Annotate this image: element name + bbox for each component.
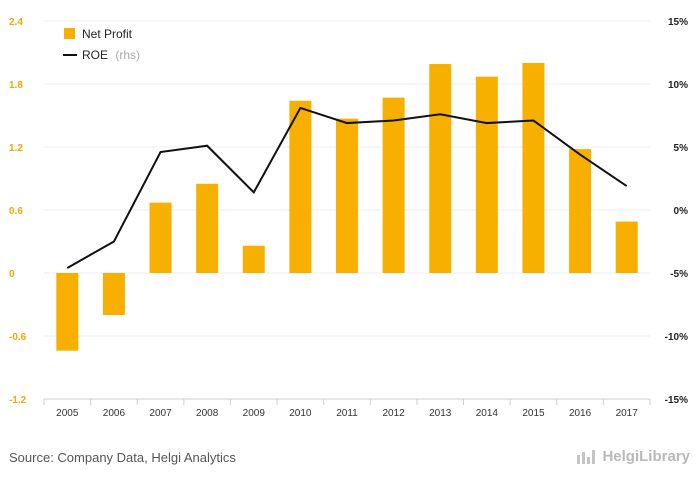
x-tick-label: 2005 [56,408,79,419]
bar-2007 [149,202,172,273]
brand-name: HelgiLibrary [602,448,690,465]
left-tick-label: 2.4 [9,17,23,28]
bar-2015 [522,63,545,273]
brand-logo: HelgiLibrary [576,448,690,465]
x-tick-label: 2017 [616,408,639,419]
x-tick-label: 2012 [382,408,405,419]
left-tick-label: 1.8 [9,80,23,91]
left-tick-label: -0.6 [9,332,27,343]
right-tick-label: 10% [668,80,688,91]
left-tick-label: 0.6 [9,206,23,217]
left-tick-label: 0 [9,269,15,280]
legend-swatch-net-profit [64,28,75,39]
x-tick-label: 2006 [103,408,126,419]
right-tick-label: -10% [665,332,688,343]
x-tick-label: 2016 [569,408,592,419]
bar-2013 [429,64,452,273]
legend-label-roe: ROE [82,48,108,62]
bar-2008 [196,183,219,273]
left-axis-ticks: -1.2 -0.6 0 0.6 1.2 1.8 2.4 [9,17,27,406]
x-tick-label: 2007 [149,408,172,419]
source-note: Source: Company Data, Helgi Analytics [9,450,236,465]
x-axis-ticks: 2005 2006 2007 2008 2009 2010 2011 2012 2013 2014… [56,408,638,419]
right-tick-label: 0% [674,206,689,217]
x-tick-label: 2008 [196,408,219,419]
bar-2006 [102,273,125,315]
x-tick-label: 2014 [476,408,499,419]
bar-2005 [56,273,79,351]
library-icon [577,449,596,464]
right-tick-label: -5% [670,269,688,280]
combo-chart: -1.2 -0.6 0 0.6 1.2 1.8 2.4 -15% -10% -5% 0% 5% 10%… [9,17,688,419]
x-tick-label: 2011 [336,408,358,419]
x-tick-label: 2015 [522,408,545,419]
roe-line [66,106,628,269]
left-tick-label: -1.2 [9,395,27,406]
legend-label-roe-suffix: (rhs) [115,48,140,62]
x-tick-label: 2010 [289,408,312,419]
right-tick-label: 5% [674,143,689,154]
bar-2017 [615,221,638,273]
net-profit-bars [56,63,638,351]
legend-label-net-profit: Net Profit [82,27,133,41]
bar-2016 [569,149,592,273]
right-tick-label: -15% [665,395,688,406]
x-tick-label: 2009 [243,408,266,419]
bar-2011 [336,118,358,274]
left-tick-label: 1.2 [9,143,23,154]
bar-2012 [382,97,405,274]
right-tick-label: 15% [668,17,688,28]
right-axis-ticks: -15% -10% -5% 0% 5% 10% 15% [665,17,688,406]
bar-2010 [289,100,312,273]
bar-2014 [475,76,498,274]
bar-2009 [242,245,265,273]
x-tick-label: 2013 [429,408,452,419]
legend-label-roe-group: ROE (rhs) [82,48,140,62]
legend: Net Profit ROE (rhs) [63,27,140,62]
